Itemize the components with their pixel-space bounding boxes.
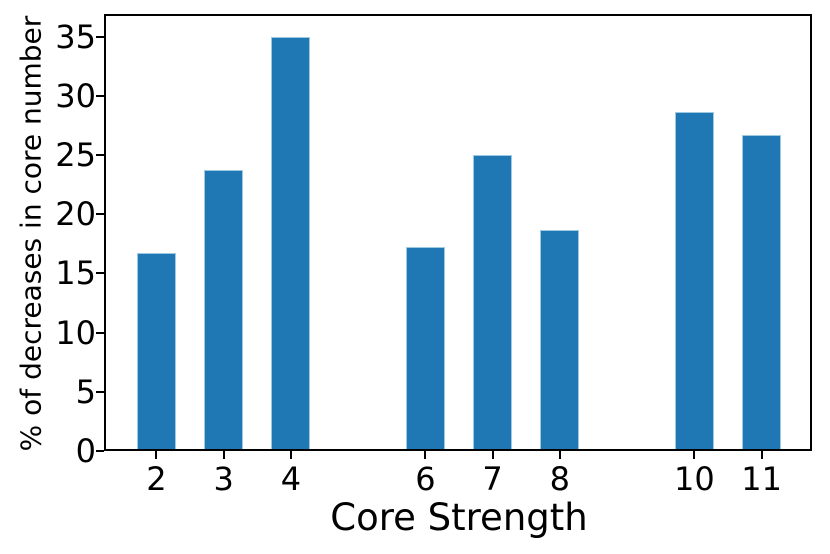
x-tick-label: 11: [741, 460, 782, 498]
plot-area: [106, 16, 812, 451]
x-tick-mark: [155, 451, 158, 459]
y-tick-label: 20: [55, 195, 96, 234]
x-tick-label: 3: [213, 460, 234, 498]
x-tick-mark: [222, 451, 225, 459]
y-tick-mark: [96, 35, 104, 38]
y-tick-label: 30: [55, 76, 96, 115]
bar-x-2: [136, 253, 176, 451]
y-tick-mark: [96, 154, 104, 157]
x-tick-label: 7: [482, 460, 503, 498]
y-tick-mark: [96, 450, 104, 452]
bar-x-8: [540, 229, 580, 451]
y-axis-label: % of decreases in core number: [14, 15, 48, 452]
x-tick-mark: [289, 451, 292, 459]
x-tick-mark: [693, 451, 696, 459]
bar-x-7: [473, 155, 513, 451]
y-tick-label: 35: [55, 17, 96, 56]
x-tick-label: 6: [415, 460, 436, 498]
y-tick-label: 10: [55, 313, 96, 352]
x-tick-mark: [424, 451, 427, 459]
bar-x-3: [204, 170, 244, 451]
y-tick-label: 15: [55, 254, 96, 293]
y-tick-mark: [96, 272, 104, 275]
y-tick-label: 25: [55, 136, 96, 175]
x-tick-label: 10: [673, 460, 715, 498]
x-tick-label: 4: [280, 460, 302, 498]
y-tick-mark: [96, 390, 104, 393]
bar-x-4: [271, 36, 311, 451]
x-tick-label: 2: [146, 460, 167, 498]
y-tick-label: 0: [75, 432, 96, 470]
x-tick-mark: [491, 451, 494, 459]
y-tick-mark: [96, 213, 104, 216]
y-tick-label: 5: [75, 372, 96, 411]
x-tick-mark: [760, 451, 763, 459]
bar-x-10: [674, 112, 714, 451]
bar-x-6: [405, 247, 445, 451]
x-tick-mark: [558, 451, 561, 459]
y-tick-mark: [96, 94, 104, 97]
y-tick-mark: [96, 331, 104, 334]
x-axis-label: Core Strength: [330, 496, 588, 539]
x-tick-label: 8: [549, 460, 571, 498]
bar-x-11: [742, 134, 782, 451]
